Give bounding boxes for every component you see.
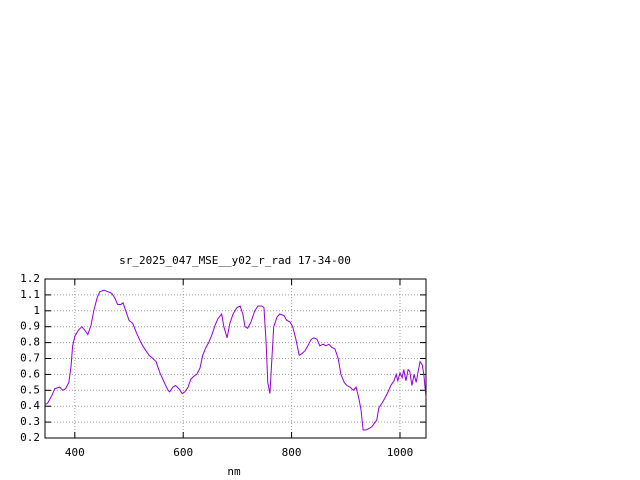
y-tick-label: 0.2 (20, 431, 40, 444)
y-tick-label: 0.3 (20, 415, 40, 428)
chart-title: sr_2025_047_MSE__y02_r_rad 17-34-00 (119, 254, 351, 267)
data-line (44, 289, 427, 431)
x-axis-label: nm (227, 465, 241, 478)
y-tick-label: 0.6 (20, 367, 40, 380)
x-tick-label: 400 (65, 446, 85, 459)
y-tick-label: 1.1 (20, 288, 40, 301)
x-tick-label: 600 (173, 446, 193, 459)
plot-frame (44, 278, 427, 439)
y-tick-label: 0.7 (20, 352, 40, 365)
x-tick-label: 1000 (387, 446, 414, 459)
x-tick-label: 800 (282, 446, 302, 459)
y-tick-label: 0.9 (20, 320, 40, 333)
y-tick-label: 0.8 (20, 336, 40, 349)
y-tick-label: 1.2 (20, 272, 40, 285)
y-tick-label: 0.4 (20, 399, 40, 412)
y-tick-label: 0.5 (20, 383, 40, 396)
y-tick-label: 1 (33, 304, 40, 317)
